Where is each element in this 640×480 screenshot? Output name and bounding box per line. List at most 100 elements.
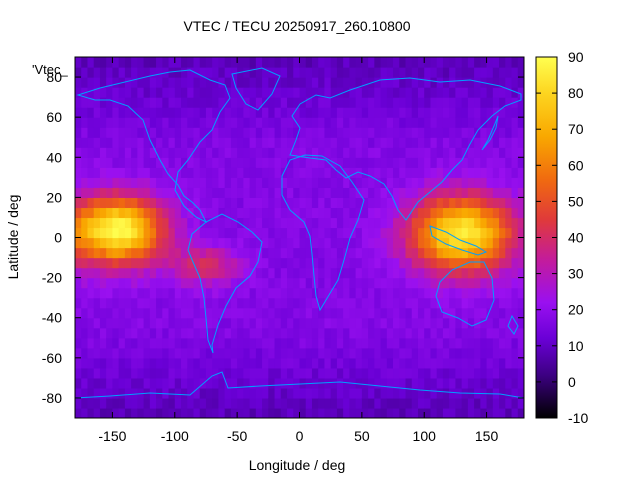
heatmap-cell <box>274 117 282 128</box>
heatmap-cell <box>255 147 263 158</box>
heatmap-cell <box>243 127 251 138</box>
heatmap-cell <box>112 367 120 379</box>
heatmap-cell <box>106 297 114 309</box>
heatmap-cell <box>393 67 400 78</box>
heatmap-cell <box>318 347 326 359</box>
heatmap-cell <box>361 77 369 88</box>
heatmap-cell <box>274 137 282 148</box>
heatmap-cell <box>455 377 463 389</box>
heatmap-cell <box>311 187 319 198</box>
heatmap-cell <box>361 377 369 389</box>
heatmap-cell <box>355 277 363 289</box>
heatmap-cell <box>368 347 375 359</box>
heatmap-cell <box>230 157 238 168</box>
heatmap-cell <box>430 347 438 359</box>
heatmap-cell <box>149 167 157 178</box>
heatmap-cell <box>467 327 475 339</box>
heatmap-cell <box>305 147 313 158</box>
heatmap-cell <box>455 287 463 299</box>
heatmap-cell <box>355 377 363 389</box>
heatmap-cell <box>262 107 269 118</box>
heatmap-cell <box>293 297 301 309</box>
heatmap-cell <box>218 107 226 118</box>
heatmap-cell <box>393 337 400 349</box>
heatmap-cell <box>311 167 319 178</box>
heatmap-cell <box>343 247 350 259</box>
heatmap-cell <box>417 207 425 219</box>
heatmap-cell <box>330 247 338 259</box>
heatmap-cell <box>505 217 513 229</box>
heatmap-cell <box>393 327 400 339</box>
heatmap-cell <box>417 367 425 379</box>
heatmap-cell <box>280 67 288 78</box>
heatmap-cell <box>318 297 326 309</box>
heatmap-cell <box>249 187 257 198</box>
heatmap-cell <box>461 347 469 359</box>
heatmap-cell <box>405 97 413 108</box>
heatmap-cell <box>399 67 407 78</box>
heatmap-cell <box>486 137 494 148</box>
heatmap-cell <box>280 337 288 349</box>
heatmap-cell <box>461 167 469 178</box>
heatmap-cell <box>461 247 469 259</box>
heatmap-cell <box>355 257 363 269</box>
heatmap-cell <box>436 257 444 269</box>
heatmap-cell <box>75 387 82 399</box>
heatmap-cell <box>349 407 357 418</box>
heatmap-cell <box>181 257 188 269</box>
heatmap-cell <box>274 177 282 188</box>
heatmap-cell <box>293 397 301 409</box>
heatmap-cell <box>436 317 444 329</box>
heatmap-cell <box>424 187 432 198</box>
heatmap-cell <box>124 107 132 118</box>
heatmap-cell <box>474 167 481 178</box>
heatmap-cell <box>243 237 251 249</box>
heatmap-cell <box>262 407 269 418</box>
heatmap-cell <box>405 117 413 128</box>
heatmap-cell <box>199 207 207 219</box>
heatmap-cell <box>480 407 488 418</box>
heatmap-cell <box>330 347 338 359</box>
heatmap-cell <box>430 307 438 319</box>
heatmap-cell <box>499 307 506 319</box>
heatmap-cell <box>193 377 201 389</box>
heatmap-cell <box>461 227 469 239</box>
heatmap-cell <box>455 217 463 229</box>
heatmap-cell <box>492 407 500 418</box>
heatmap-cell <box>442 347 450 359</box>
heatmap-cell <box>361 407 369 418</box>
heatmap-cell <box>442 287 450 299</box>
heatmap-cell <box>99 87 107 98</box>
x-axis-label: Longitude / deg <box>249 457 346 473</box>
heatmap-cell <box>168 337 176 349</box>
heatmap-cell <box>505 77 513 88</box>
heatmap-cell <box>268 157 276 168</box>
heatmap-cell <box>417 167 425 178</box>
heatmap-cell <box>255 297 263 309</box>
heatmap-cell <box>118 117 126 128</box>
heatmap-cell <box>361 317 369 329</box>
heatmap-cell <box>349 327 357 339</box>
heatmap-cell <box>143 97 151 108</box>
heatmap-cell <box>237 257 244 269</box>
heatmap-cell <box>262 287 269 299</box>
heatmap-cell <box>187 277 195 289</box>
heatmap-cell <box>280 137 288 148</box>
heatmap-cell <box>268 357 276 369</box>
heatmap-cell <box>187 77 195 88</box>
heatmap-cell <box>187 237 195 249</box>
heatmap-cell <box>168 117 176 128</box>
heatmap-cell <box>386 387 394 399</box>
heatmap-cell <box>349 157 357 168</box>
heatmap-cell <box>399 177 407 188</box>
heatmap-cell <box>131 77 138 88</box>
heatmap-cell <box>380 357 388 369</box>
heatmap-cell <box>274 157 282 168</box>
heatmap-cell <box>442 187 450 198</box>
heatmap-cell <box>336 257 344 269</box>
heatmap-cell <box>474 137 481 148</box>
heatmap-cell <box>118 287 126 299</box>
heatmap-cell <box>368 177 375 188</box>
heatmap-cell <box>492 117 500 128</box>
heatmap-cell <box>305 247 313 259</box>
